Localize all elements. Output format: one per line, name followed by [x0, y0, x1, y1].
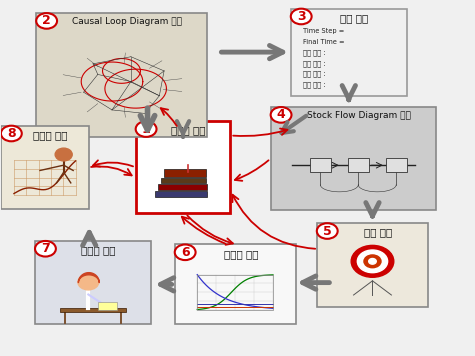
FancyBboxPatch shape: [136, 121, 230, 214]
Text: 결정 변수 :: 결정 변수 :: [303, 49, 325, 56]
Circle shape: [317, 223, 338, 239]
Text: 마무리 작업: 마무리 작업: [82, 245, 116, 255]
Text: 뉔제의 이해: 뉔제의 이해: [171, 126, 206, 136]
Bar: [60, 308, 126, 312]
Text: 검증 방법 :: 검증 방법 :: [303, 82, 325, 88]
Circle shape: [291, 9, 312, 24]
FancyBboxPatch shape: [36, 13, 207, 137]
Circle shape: [78, 274, 99, 290]
Text: 8: 8: [7, 127, 16, 140]
Circle shape: [271, 107, 292, 123]
FancyBboxPatch shape: [310, 158, 331, 172]
Circle shape: [364, 255, 381, 268]
Text: Time Step =: Time Step =: [303, 28, 344, 34]
Text: 1: 1: [142, 122, 151, 136]
FancyBboxPatch shape: [175, 245, 295, 324]
Circle shape: [136, 121, 157, 137]
Bar: [98, 302, 117, 310]
FancyBboxPatch shape: [317, 223, 428, 307]
FancyBboxPatch shape: [164, 169, 206, 177]
Circle shape: [35, 241, 56, 257]
FancyBboxPatch shape: [155, 191, 207, 197]
Text: 4: 4: [277, 108, 285, 121]
FancyBboxPatch shape: [161, 178, 207, 183]
FancyBboxPatch shape: [271, 107, 437, 210]
Text: 흐름 변수 :: 흐름 변수 :: [303, 60, 325, 67]
Text: Causal Loop Diagram 작성: Causal Loop Diagram 작성: [72, 17, 182, 26]
Circle shape: [175, 245, 196, 260]
Text: 7: 7: [41, 242, 50, 255]
FancyBboxPatch shape: [386, 158, 407, 172]
Text: 5: 5: [323, 225, 332, 237]
FancyBboxPatch shape: [1, 126, 88, 209]
FancyBboxPatch shape: [158, 184, 207, 190]
Text: 자료 수집: 자료 수집: [364, 227, 392, 237]
Text: 모델의 검증: 모델의 검증: [224, 249, 258, 259]
Circle shape: [36, 13, 57, 29]
Circle shape: [1, 126, 22, 141]
Text: 드로 변수 :: 드로 변수 :: [303, 71, 325, 77]
FancyBboxPatch shape: [35, 241, 151, 324]
Text: 모델의 활용: 모델의 활용: [33, 130, 67, 140]
Circle shape: [357, 250, 388, 273]
Text: Stock Flow Diagram 작성: Stock Flow Diagram 작성: [307, 111, 411, 120]
Text: Final Time =: Final Time =: [303, 39, 344, 45]
FancyBboxPatch shape: [348, 158, 369, 172]
Text: 개념 설계: 개념 설계: [341, 13, 369, 23]
Circle shape: [55, 148, 72, 161]
Circle shape: [369, 258, 376, 264]
Bar: [197, 274, 273, 310]
FancyBboxPatch shape: [291, 9, 407, 95]
Text: 2: 2: [42, 14, 51, 27]
Circle shape: [351, 245, 394, 277]
Text: 3: 3: [297, 10, 305, 23]
Text: 6: 6: [181, 246, 190, 259]
